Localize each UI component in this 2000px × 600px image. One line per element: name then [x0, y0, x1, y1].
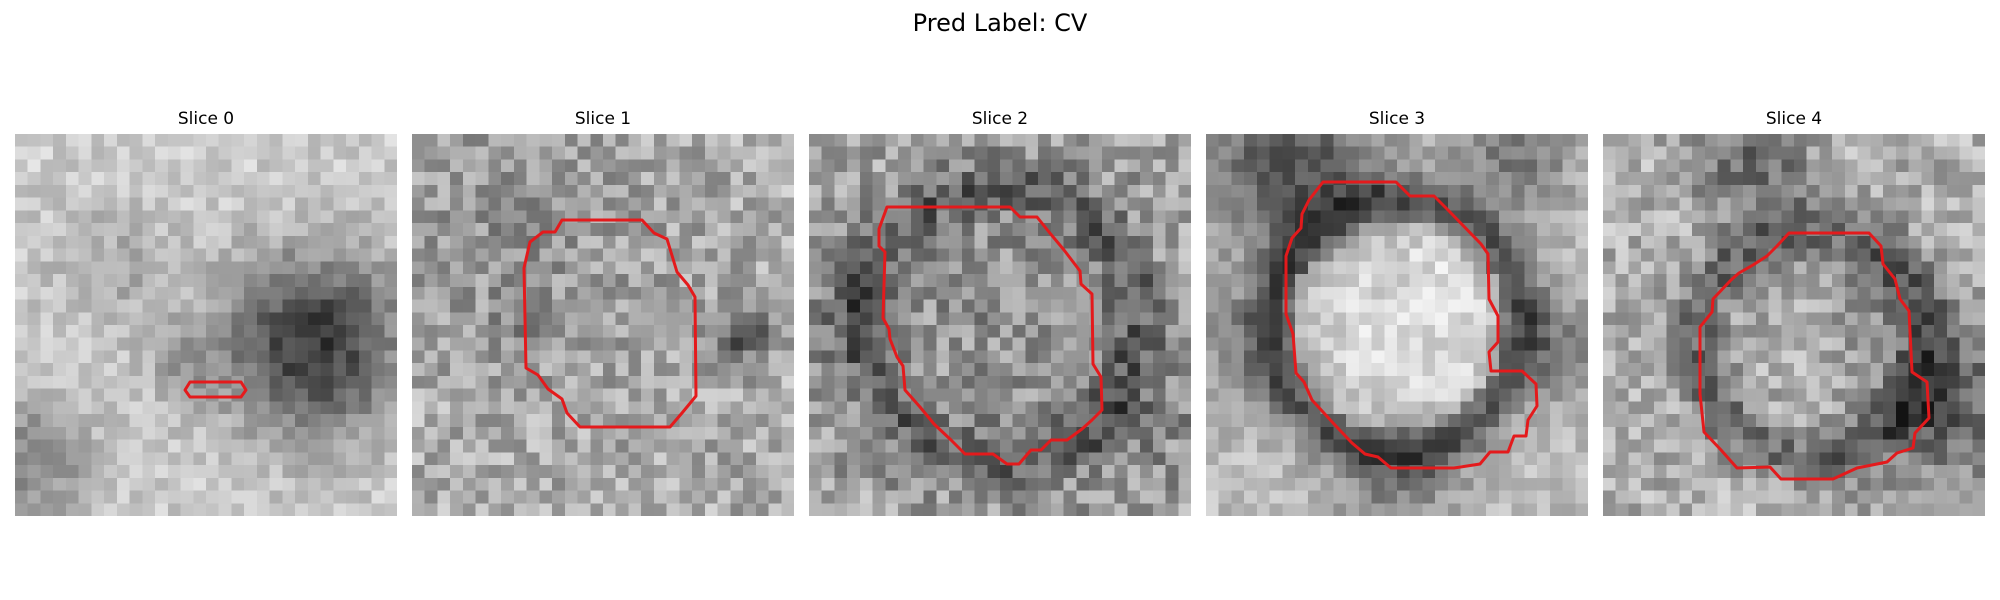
slice-image — [809, 134, 1191, 516]
slice-title: Slice 1 — [574, 109, 632, 129]
grayscale-micrograph — [15, 134, 397, 516]
segmentation-contour — [183, 380, 248, 399]
slice-panel-4: Slice 4 — [1603, 108, 1985, 516]
slice-title: Slice 2 — [971, 109, 1029, 129]
slice-panel-0: Slice 0 — [15, 108, 397, 516]
segmentation-contour — [1698, 231, 1931, 481]
grayscale-micrograph — [412, 134, 794, 516]
grayscale-micrograph — [1603, 134, 1985, 516]
segmentation-overlay — [183, 380, 248, 399]
slice-image — [1206, 134, 1588, 516]
slice-panel-3: Slice 3 — [1206, 108, 1588, 516]
slice-title: Slice 0 — [177, 109, 235, 129]
segmentation-overlay — [522, 218, 698, 429]
segmentation-contour — [1284, 180, 1539, 470]
slice-title: Slice 4 — [1765, 109, 1823, 129]
segmentation-overlay — [1698, 231, 1931, 481]
slice-image — [412, 134, 794, 516]
segmentation-contour — [522, 218, 698, 429]
segmentation-overlay — [877, 205, 1104, 466]
grayscale-micrograph — [809, 134, 1191, 516]
slice-panel-1: Slice 1 — [412, 108, 794, 516]
slice-panel-2: Slice 2 — [809, 108, 1191, 516]
slice-image — [1603, 134, 1985, 516]
slice-image — [15, 134, 397, 516]
segmentation-overlay — [1284, 180, 1539, 470]
grayscale-micrograph — [1206, 134, 1588, 516]
figure-title: Pred Label: CV — [912, 9, 1088, 37]
slice-title: Slice 3 — [1368, 109, 1426, 129]
segmentation-contour — [877, 205, 1104, 466]
